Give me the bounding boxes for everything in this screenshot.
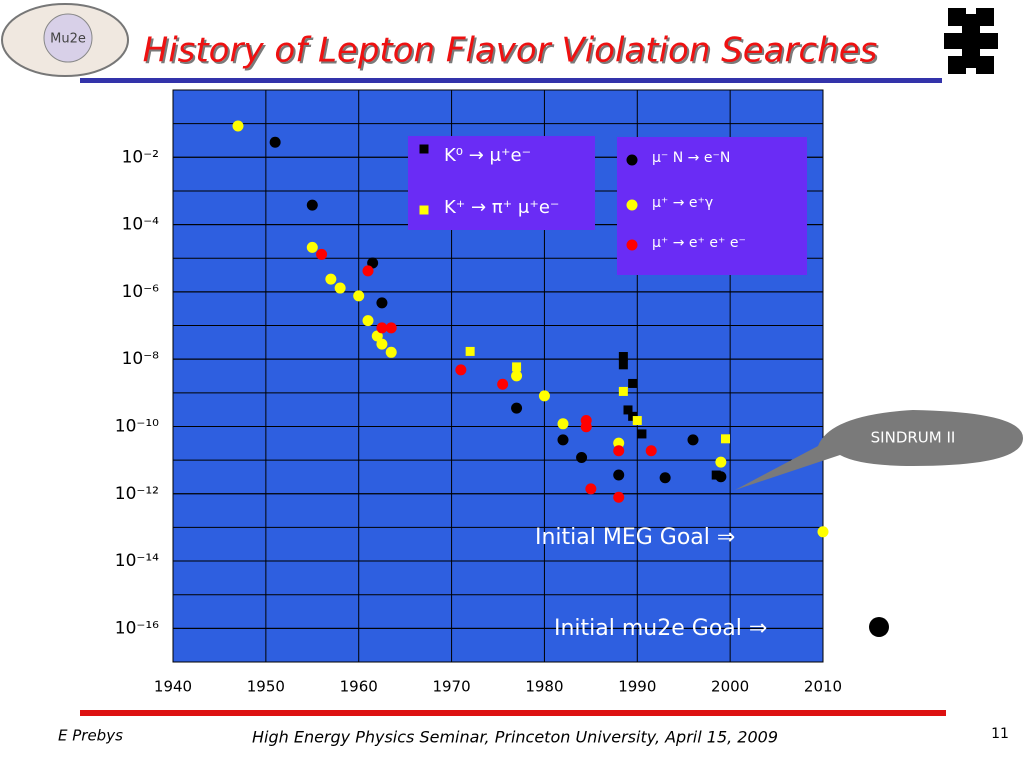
point bbox=[316, 248, 328, 260]
point bbox=[511, 370, 523, 382]
page-number: 11 bbox=[991, 726, 1009, 742]
point bbox=[376, 297, 388, 309]
chart-title: History of Lepton Flavor Violation Searc… bbox=[143, 31, 878, 71]
x-tick-label: 1980 bbox=[525, 678, 563, 696]
point bbox=[269, 136, 281, 148]
x-tick-label: 2000 bbox=[711, 678, 749, 696]
y-tick-label: 10⁻¹² bbox=[115, 484, 159, 504]
title-rule bbox=[80, 78, 942, 83]
legend-label: K⁰ → μ⁺e⁻ bbox=[444, 145, 531, 166]
x-tick-label: 1990 bbox=[618, 678, 656, 696]
goal-marker bbox=[869, 617, 889, 637]
logo-text: Mu2e bbox=[50, 32, 86, 47]
point bbox=[325, 273, 337, 285]
legend-label: μ⁺ → e⁺γ bbox=[652, 195, 713, 211]
point bbox=[618, 386, 628, 396]
point bbox=[580, 421, 592, 433]
plot bbox=[172, 89, 829, 663]
legend-box bbox=[617, 137, 807, 275]
point bbox=[512, 362, 522, 372]
footer-rule bbox=[80, 710, 946, 716]
point bbox=[538, 390, 550, 402]
annotation: Initial mu2e Goal ⇒ bbox=[554, 616, 767, 641]
point bbox=[715, 456, 727, 468]
y-tick-label: 10⁻⁴ bbox=[122, 215, 160, 235]
x-tick-label: 1950 bbox=[247, 678, 285, 696]
x-tick-label: 1970 bbox=[432, 678, 470, 696]
x-tick-label: 2010 bbox=[804, 678, 842, 696]
point bbox=[465, 346, 475, 356]
point bbox=[376, 338, 388, 350]
legend-box bbox=[408, 136, 595, 230]
point bbox=[623, 405, 633, 415]
point bbox=[557, 434, 569, 446]
point bbox=[618, 352, 628, 362]
y-tick-label: 10⁻¹⁶ bbox=[115, 618, 159, 638]
point bbox=[628, 378, 638, 388]
legend-marker bbox=[626, 199, 638, 211]
y-tick-label: 10⁻² bbox=[122, 147, 159, 167]
point bbox=[613, 491, 625, 503]
point bbox=[334, 282, 346, 294]
y-tick-label: 10⁻⁸ bbox=[122, 349, 160, 369]
point bbox=[362, 265, 374, 277]
x-tick-label: 1940 bbox=[154, 678, 192, 696]
point bbox=[306, 241, 318, 253]
point bbox=[687, 434, 699, 446]
footer-event: High Energy Physics Seminar, Princeton U… bbox=[252, 728, 778, 747]
legend-marker bbox=[626, 239, 638, 251]
point bbox=[659, 472, 671, 484]
point bbox=[721, 434, 730, 444]
point bbox=[613, 445, 625, 457]
point bbox=[817, 526, 829, 538]
point bbox=[385, 322, 397, 334]
point bbox=[645, 445, 657, 457]
point bbox=[385, 346, 397, 358]
annotation: Initial MEG Goal ⇒ bbox=[535, 525, 735, 550]
point bbox=[362, 315, 374, 327]
point bbox=[232, 120, 244, 132]
point bbox=[576, 451, 588, 463]
y-tick-label: 10⁻⁶ bbox=[122, 282, 160, 302]
annotation: SINDRUM II bbox=[871, 429, 956, 447]
y-tick-label: 10⁻¹⁰ bbox=[115, 416, 159, 436]
point bbox=[585, 483, 597, 495]
point bbox=[613, 437, 625, 449]
point bbox=[455, 364, 467, 376]
point bbox=[613, 469, 625, 481]
footer-author: E Prebys bbox=[58, 727, 123, 745]
legend: K⁰ → μ⁺e⁻ K⁺ → π⁺ μ⁺e⁻ μ⁻ N → e⁻N μ⁺ → e⁺γ μ… bbox=[419, 144, 746, 251]
point bbox=[376, 322, 388, 334]
point bbox=[628, 411, 638, 421]
point bbox=[637, 429, 647, 439]
legend-marker bbox=[419, 205, 429, 215]
point bbox=[353, 290, 365, 302]
legend-label: μ⁺ → e⁺ e⁺ e⁻ bbox=[652, 235, 746, 251]
legend-marker bbox=[626, 154, 638, 166]
legend-label: K⁺ → π⁺ μ⁺e⁻ bbox=[444, 197, 559, 218]
point bbox=[497, 378, 509, 390]
title-shadow: History of Lepton Flavor Violation Searc… bbox=[145, 33, 880, 73]
callout bbox=[735, 410, 1023, 490]
fermilab-logo bbox=[944, 8, 998, 74]
y-tick-label: 10⁻¹⁴ bbox=[115, 551, 159, 571]
point bbox=[306, 199, 318, 211]
mu2e-logo: Mu2e bbox=[1, 3, 129, 77]
legend-marker bbox=[419, 144, 429, 154]
x-tick-label: 1960 bbox=[340, 678, 378, 696]
point bbox=[557, 418, 569, 430]
legend-label: μ⁻ N → e⁻N bbox=[652, 150, 730, 166]
point bbox=[618, 360, 628, 370]
point bbox=[715, 471, 727, 483]
point bbox=[632, 416, 642, 426]
point bbox=[511, 402, 523, 414]
point bbox=[371, 330, 383, 342]
